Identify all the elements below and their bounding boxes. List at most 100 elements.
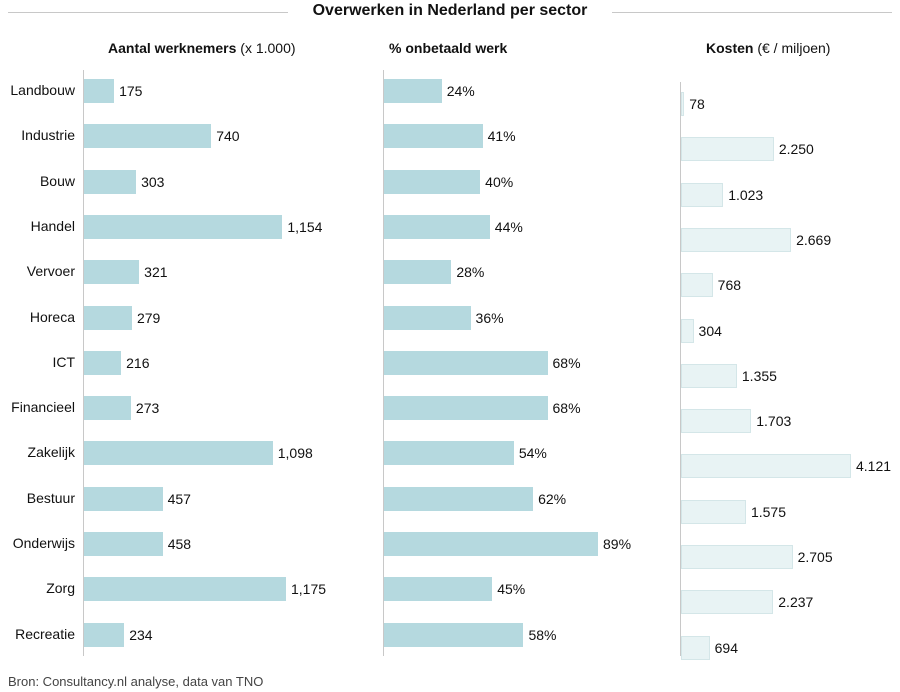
value-label: 36% [475,309,504,326]
bar [384,441,514,466]
panel-axis-line [383,70,384,656]
value-label: 28% [456,264,485,281]
panel-header-title: Aantal werknemers [108,40,237,56]
value-label: 41% [487,128,516,145]
chart-title: Overwerken in Nederland per sector [0,2,900,20]
category-label: ICT [52,353,75,370]
value-label: 303 [141,173,165,190]
panel-header-unit: (€ / miljoen) [753,40,831,56]
bar [681,92,685,116]
bar [681,545,793,569]
bar [384,79,442,103]
bar [84,441,273,466]
bar [384,305,471,330]
category-label: Financieel [11,399,75,416]
category-label: Handel [30,217,75,234]
bar [681,590,774,615]
value-label: 54% [518,445,547,462]
value-label: 457 [167,490,191,507]
bar [84,396,131,421]
category-label: Horeca [29,308,75,325]
bar [84,305,132,330]
value-label: 1,175 [291,581,327,598]
bar [681,454,851,479]
value-label: 2.237 [778,594,814,611]
bar [84,260,140,285]
bar [681,273,713,298]
source-note: Bron: Consultancy.nl analyse, data van T… [8,674,264,689]
bar [384,622,524,647]
value-label: 78 [689,96,705,112]
bar [384,532,598,556]
value-label: 40% [485,173,514,190]
value-label: 768 [717,277,742,294]
bar [84,124,212,149]
value-label: 1,098 [277,445,313,462]
category-labels: Landbouw Industrie Bouw Handel Vervoer Horeca… [0,0,75,692]
category-label: Bouw [39,172,75,189]
bar [384,577,493,602]
value-label: 279 [136,309,161,326]
bar [84,532,163,556]
value-label: 740 [216,128,240,145]
bar [681,363,737,388]
category-label: Landbouw [10,82,75,98]
category-label: Vervoer [26,263,75,280]
bar [84,486,163,511]
category-label: Zorg [46,580,75,597]
value-label: 273 [135,400,160,417]
panel-axis-line [83,70,84,656]
bar [681,499,746,524]
bar [681,182,724,207]
bar [84,577,286,602]
panel-header-title: Kosten [706,40,754,56]
bar [84,350,122,375]
value-label: 694 [714,639,738,656]
bar [84,169,137,194]
value-label: 175 [119,83,143,99]
panel-header: % onbetaald werk [389,40,507,56]
chart-title-bar: Overwerken in Nederland per sector [0,0,900,26]
value-label: 321 [144,264,168,281]
title-rule-right [612,12,892,13]
value-label: 2.705 [797,549,833,565]
bar [84,214,283,239]
value-label: 68% [552,400,581,417]
value-label: 68% [552,354,581,371]
bar [384,169,481,194]
bar [384,396,548,421]
value-label: 89% [603,536,632,552]
bar [84,622,125,647]
category-label: Onderwijs [12,535,75,551]
panel-header: Aantal werknemers (x 1.000) [108,40,296,56]
value-label: 4.121 [856,458,892,475]
value-label: 58% [528,626,557,643]
value-label: 216 [126,354,150,371]
panel-header: Kosten (€ / miljoen) [706,40,830,56]
panel-header-unit: (x 1.000) [236,40,296,56]
value-label: 62% [538,490,567,507]
category-label: Zakelijk [27,444,75,461]
bar [384,124,483,149]
bar [681,635,710,660]
value-label: 1.575 [750,503,787,520]
category-label: Bestuur [26,489,75,506]
bar [384,260,452,285]
value-label: 2.250 [778,141,814,158]
value-label: 234 [129,626,153,643]
panel-header-title: % onbetaald werk [389,40,508,56]
bar [384,214,490,239]
bar [681,409,752,434]
value-label: 458 [167,536,192,552]
panel-axis-line [680,82,681,656]
bar [681,227,792,252]
bar [84,79,115,103]
category-label: Industrie [21,127,75,144]
value-label: 1.355 [741,367,777,384]
category-label: Recreatie [15,625,75,642]
value-label: 1.023 [728,186,764,203]
value-label: 2.669 [796,231,832,248]
value-label: 45% [497,581,526,598]
bar [681,318,694,343]
value-label: 44% [494,218,523,235]
